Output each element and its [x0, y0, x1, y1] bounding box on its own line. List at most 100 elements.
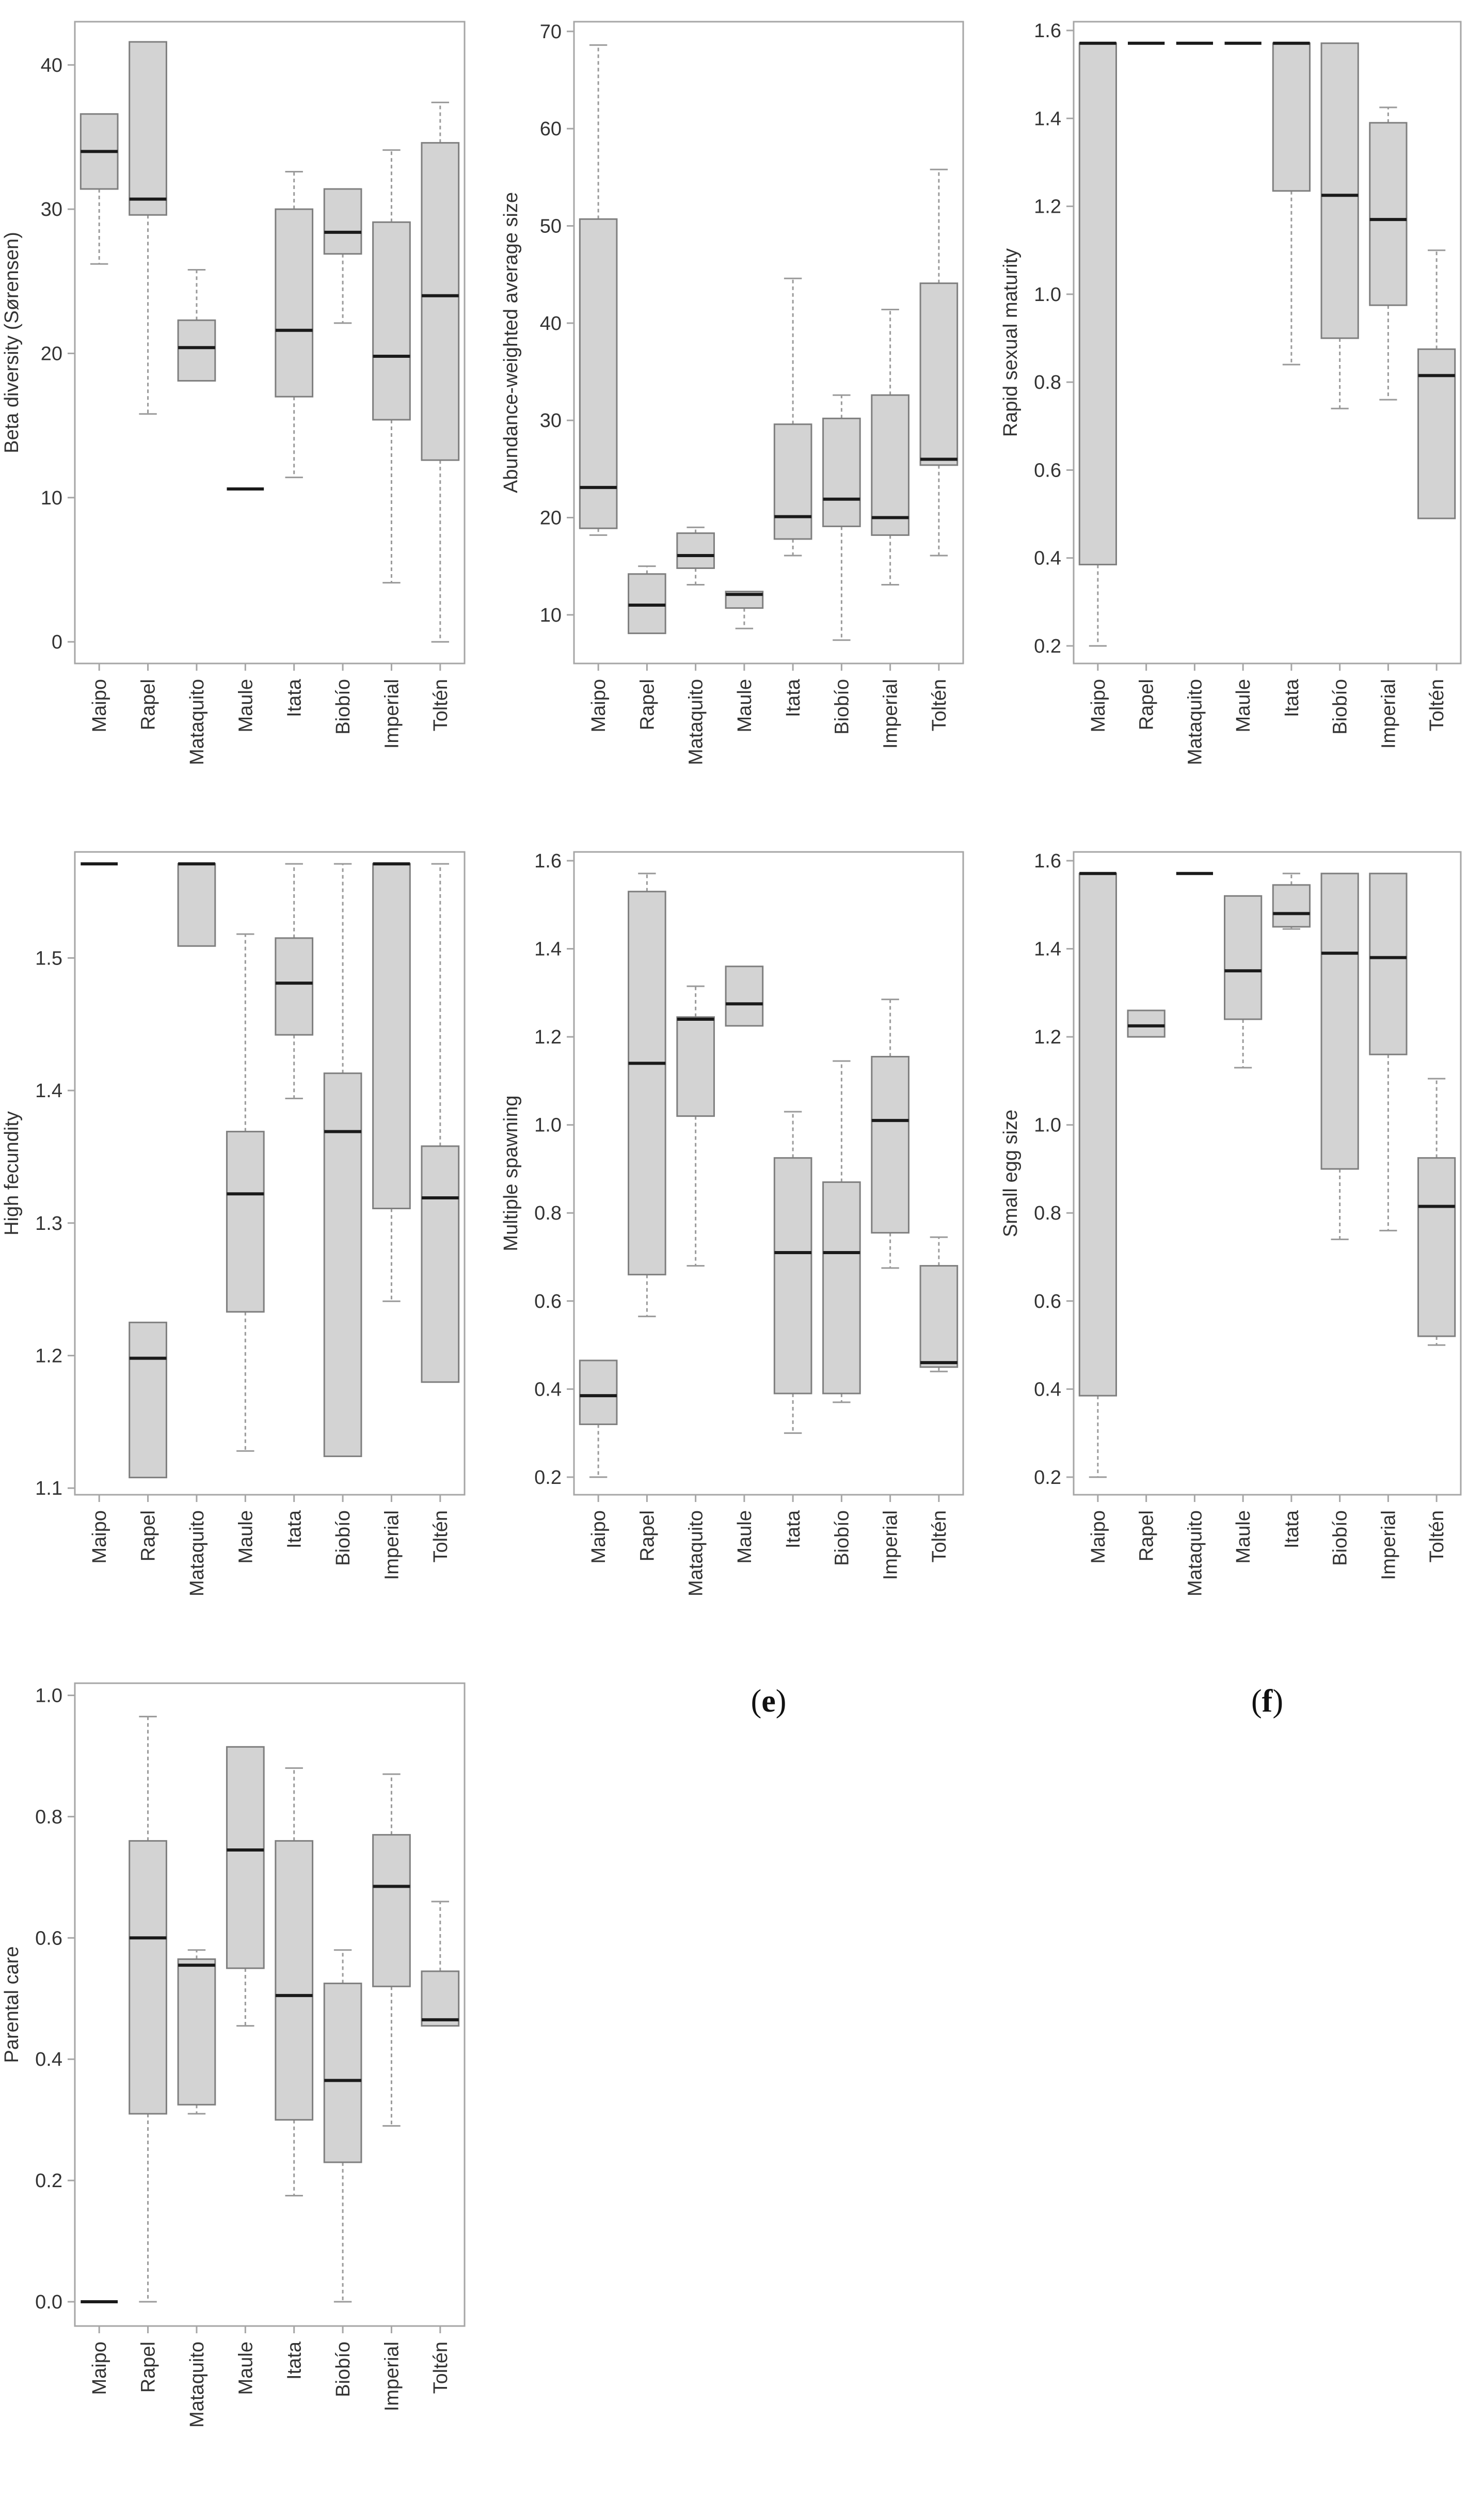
- x-tick-label: Rapel: [138, 679, 159, 730]
- box-Biobío: [323, 1949, 362, 2303]
- y-tick-label: 1.6: [1034, 850, 1061, 872]
- x-tick-label: Maipo: [89, 2342, 110, 2395]
- x-tick-label: Biobío: [831, 679, 853, 735]
- box-body: [372, 221, 411, 421]
- x-tick-label: Maule: [235, 2342, 257, 2395]
- box-Mataquito: [177, 1949, 216, 2115]
- x-tick-label: Rapel: [1136, 679, 1158, 730]
- box-Imperial: [372, 862, 411, 1302]
- x-tick-label: Toltén: [430, 1510, 452, 1562]
- box-Mataquito: [177, 862, 216, 947]
- panel-caption: (f): [1251, 1684, 1283, 1719]
- box-Rapel: [628, 565, 666, 635]
- x-tick-label: Mataquito: [685, 679, 707, 765]
- y-tick-label: 0.4: [1034, 548, 1061, 570]
- box-body: [275, 208, 314, 398]
- x-tick-label: Biobío: [332, 1510, 354, 1566]
- x-tick-label: Itata: [284, 1510, 306, 1548]
- box-body: [822, 1181, 861, 1395]
- x-tick-label: Mataquito: [1184, 1510, 1206, 1596]
- y-tick-label: 60: [540, 118, 562, 140]
- box-Maule: [226, 933, 265, 1452]
- box-Maipo: [579, 1359, 618, 1478]
- x-tick-label: Rapel: [138, 2342, 159, 2393]
- x-tick-label: Mataquito: [186, 679, 208, 765]
- box-Imperial: [1369, 106, 1408, 401]
- y-tick-label: 0.4: [534, 1379, 562, 1400]
- box-body: [1272, 884, 1311, 928]
- y-axis-label: Multiple spawning: [500, 1095, 522, 1251]
- x-tick-label: Imperial: [381, 1510, 403, 1580]
- y-tick-label: 40: [540, 313, 562, 335]
- box-Toltén: [919, 1236, 959, 1372]
- x-tick-label: Mataquito: [685, 1510, 707, 1596]
- y-tick-label: 1.2: [35, 1345, 62, 1367]
- x-tick-label: Rapel: [138, 1510, 159, 1561]
- box-Mataquito: [177, 268, 216, 382]
- y-tick-label: 0.6: [35, 1927, 62, 1949]
- box-Biobío: [323, 863, 362, 1458]
- box-Imperial: [372, 149, 411, 584]
- x-tick-label: Mataquito: [1184, 679, 1206, 765]
- x-tick-label: Toltén: [929, 679, 950, 731]
- x-tick-label: Toltén: [430, 2342, 452, 2394]
- y-tick-label: 0.4: [1034, 1379, 1061, 1400]
- box-body: [579, 1359, 618, 1426]
- box-body: [773, 1157, 812, 1395]
- box-Itata: [773, 277, 812, 557]
- box-Toltén: [1417, 249, 1456, 519]
- box-body: [372, 1834, 411, 1987]
- x-tick-label: Itata: [1281, 678, 1303, 717]
- x-tick-label: Itata: [783, 1510, 804, 1548]
- x-tick-label: Imperial: [381, 679, 403, 749]
- panel-4: 1.1 1.2 1.3 1.4 1.5 High fecundity Maipo Rapel M…: [1, 851, 466, 1719]
- y-tick-label: 0.0: [35, 2291, 62, 2313]
- box-body: [177, 319, 216, 382]
- x-tick-label: Biobío: [332, 2342, 354, 2397]
- x-tick-label: Itata: [1281, 1510, 1303, 1548]
- x-tick-label: Maule: [1233, 1510, 1254, 1564]
- box-Itata: [773, 1111, 812, 1434]
- y-tick-label: 1.1: [35, 1478, 62, 1499]
- box-Biobío: [822, 1060, 861, 1403]
- box-body: [1369, 873, 1408, 1055]
- box-body: [871, 394, 909, 536]
- x-tick-label: Maipo: [89, 679, 110, 733]
- x-tick-label: Itata: [284, 2341, 306, 2380]
- x-tick-label: Rapel: [636, 679, 658, 730]
- y-tick-label: 0: [52, 631, 62, 653]
- box-body: [177, 863, 216, 947]
- y-axis-label: Parental care: [1, 1946, 23, 2063]
- y-tick-label: 0.8: [534, 1203, 562, 1224]
- y-axis-label: Beta diversity (Sørensen): [1, 232, 23, 453]
- x-tick-label: Imperial: [880, 1510, 902, 1580]
- x-tick-label: Imperial: [1378, 1510, 1399, 1580]
- x-tick-label: Imperial: [381, 2342, 403, 2411]
- y-tick-label: 20: [540, 508, 562, 529]
- x-tick-label: Imperial: [1378, 679, 1399, 749]
- box-Itata: [275, 863, 314, 1099]
- box-body: [1320, 42, 1359, 339]
- y-axis-label: Rapid sexual maturity: [1000, 248, 1022, 437]
- y-tick-label: 1.5: [35, 947, 62, 969]
- box-Biobío: [822, 394, 861, 641]
- box-Imperial: [871, 308, 909, 586]
- box-Toltén: [919, 168, 959, 557]
- box-body: [1224, 895, 1263, 1020]
- box-Maipo: [79, 113, 119, 265]
- y-tick-label: 1.4: [534, 939, 562, 960]
- y-tick-label: 1.0: [35, 1685, 62, 1706]
- y-tick-label: 1.2: [534, 1026, 562, 1048]
- box-Mataquito: [676, 985, 715, 1267]
- box-body: [1417, 1157, 1456, 1337]
- x-tick-label: Maule: [734, 679, 756, 733]
- box-Imperial: [372, 1773, 411, 2127]
- box-Biobío: [323, 188, 362, 324]
- x-tick-label: Maule: [734, 1510, 756, 1564]
- y-tick-label: 10: [540, 605, 562, 626]
- box-Maule: [725, 591, 764, 629]
- y-tick-label: 0.2: [35, 2170, 62, 2192]
- box-Mataquito: [676, 526, 715, 586]
- x-tick-label: Maule: [235, 679, 257, 733]
- box-body: [323, 1982, 362, 2163]
